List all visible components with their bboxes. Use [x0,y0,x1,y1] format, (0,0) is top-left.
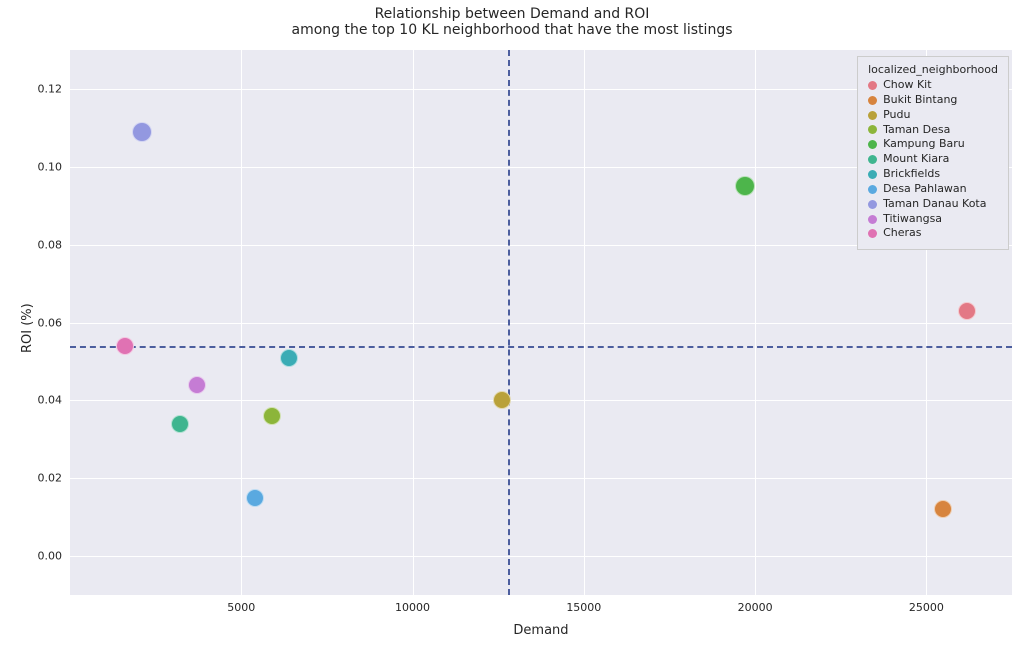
chart-title-line1: Relationship between Demand and ROI [0,6,1024,22]
legend-item: Kampung Baru [868,137,998,152]
legend-swatch [868,200,877,209]
legend-swatch [868,140,877,149]
legend-item: Pudu [868,108,998,123]
legend-label: Titiwangsa [883,212,942,227]
chart-title-line2: among the top 10 KL neighborhood that ha… [0,22,1024,38]
scatter-point [280,349,298,367]
chart-title: Relationship between Demand and ROI amon… [0,6,1024,38]
scatter-point [493,391,511,409]
legend-swatch [868,155,877,164]
legend: localized_neighborhood Chow KitBukit Bin… [857,56,1009,250]
legend-label: Bukit Bintang [883,93,957,108]
scatter-point [188,376,206,394]
legend-label: Brickfields [883,167,940,182]
legend-item: Mount Kiara [868,152,998,167]
legend-label: Cheras [883,226,921,241]
legend-item: Brickfields [868,167,998,182]
legend-swatch [868,111,877,120]
legend-item: Cheras [868,226,998,241]
scatter-chart: Relationship between Demand and ROI amon… [0,0,1024,651]
legend-swatch [868,125,877,134]
legend-swatch [868,229,877,238]
legend-item: Desa Pahlawan [868,182,998,197]
legend-item: Chow Kit [868,78,998,93]
legend-swatch [868,215,877,224]
x-axis-label: Demand [70,623,1012,638]
legend-item: Bukit Bintang [868,93,998,108]
legend-item: Titiwangsa [868,212,998,227]
gridline-h [70,478,1012,479]
y-axis-label: ROI (%) [20,303,35,353]
legend-item: Taman Desa [868,123,998,138]
scatter-point [116,337,134,355]
x-tick-label: 25000 [909,601,944,614]
legend-label: Kampung Baru [883,137,965,152]
x-tick-label: 10000 [395,601,430,614]
reference-line-horizontal [70,346,1012,348]
legend-swatch [868,185,877,194]
legend-title: localized_neighborhood [868,63,998,76]
gridline-h [70,556,1012,557]
legend-label: Taman Danau Kota [883,197,986,212]
x-tick-label: 5000 [227,601,255,614]
legend-swatch [868,96,877,105]
legend-label: Mount Kiara [883,152,949,167]
gridline-h [70,323,1012,324]
scatter-point [246,489,264,507]
gridline-h [70,400,1012,401]
scatter-point [934,500,952,518]
legend-label: Chow Kit [883,78,931,93]
scatter-point [171,415,189,433]
legend-label: Taman Desa [883,123,950,138]
scatter-point [263,407,281,425]
legend-label: Desa Pahlawan [883,182,967,197]
x-tick-label: 20000 [738,601,773,614]
reference-line-vertical [508,50,510,595]
scatter-point [735,176,755,196]
x-tick-label: 15000 [566,601,601,614]
legend-label: Pudu [883,108,910,123]
scatter-point [958,302,976,320]
legend-swatch [868,81,877,90]
legend-item: Taman Danau Kota [868,197,998,212]
legend-swatch [868,170,877,179]
scatter-point [132,122,152,142]
